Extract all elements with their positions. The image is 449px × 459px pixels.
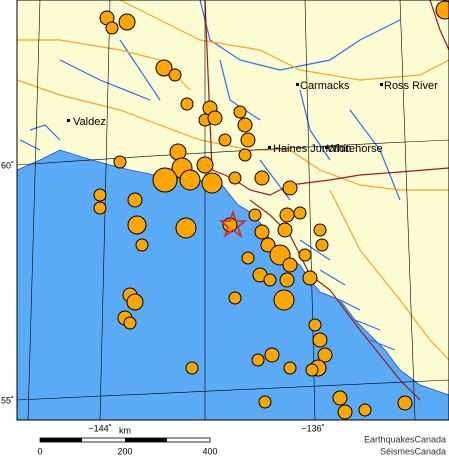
earthquake — [277, 222, 293, 238]
epicenter-star — [218, 209, 248, 239]
earthquake — [279, 272, 295, 288]
scale-bar — [39, 437, 211, 443]
earthquake — [293, 206, 307, 220]
earthquake — [315, 238, 329, 252]
earthquake — [105, 21, 119, 35]
place-label: Haines Junction — [273, 143, 351, 155]
lon-label: −136˚ — [301, 423, 324, 433]
earthquake — [207, 110, 223, 126]
earthquake — [123, 316, 137, 330]
earthquake — [251, 353, 265, 367]
earthquake — [248, 208, 262, 222]
earthquake — [258, 395, 272, 409]
earthquake — [127, 192, 143, 208]
earthquake — [201, 172, 223, 194]
earthquake — [337, 404, 353, 420]
earthquake — [240, 132, 256, 148]
scale-label: 400 — [202, 446, 217, 456]
map-frame — [16, 0, 449, 421]
earthquake — [238, 148, 252, 162]
earthquake — [358, 403, 372, 417]
earthquake — [113, 155, 127, 169]
earthquake — [435, 0, 449, 20]
earthquake — [169, 143, 187, 161]
earthquake — [260, 237, 276, 253]
earthquake — [233, 105, 247, 119]
earthquake — [282, 257, 298, 273]
earthquake — [308, 318, 322, 332]
earthquake — [228, 291, 242, 305]
earthquake — [273, 289, 295, 311]
earthquake — [305, 363, 319, 377]
inlets — [19, 124, 396, 351]
earthquake — [135, 238, 149, 252]
place-label: Whitehorse — [327, 143, 383, 155]
earthquake — [155, 59, 173, 77]
earthquake — [175, 217, 197, 239]
earthquake — [302, 270, 318, 286]
credit: SéismesCanada — [380, 446, 446, 456]
lat-label: 55˚ — [1, 395, 14, 405]
earthquake — [279, 207, 295, 223]
place-label: Ross River — [384, 80, 438, 92]
earthquake — [317, 347, 333, 363]
earthquake — [237, 117, 253, 133]
earthquake — [298, 248, 312, 262]
scale-label: 200 — [117, 446, 132, 456]
earthquake — [264, 347, 280, 363]
earthquake — [218, 133, 232, 147]
scale-unit: km — [119, 425, 131, 435]
place-label: Carmacks — [300, 80, 350, 92]
rivers — [59, 0, 401, 201]
earthquake — [241, 251, 255, 265]
earthquake — [118, 13, 136, 31]
map-body: Valdez Carmacks Ross River Haines Juncti… — [17, 0, 449, 420]
earthquake — [312, 332, 328, 348]
earthquake — [93, 201, 107, 215]
earthquake — [332, 390, 348, 406]
earthquake — [263, 273, 277, 287]
earthquake — [196, 156, 214, 174]
earthquake — [254, 170, 270, 186]
place-label: Valdez — [73, 116, 106, 128]
earthquake — [185, 361, 199, 375]
earthquake — [282, 180, 298, 196]
earthquake — [126, 293, 144, 311]
earthquake — [228, 171, 242, 185]
lat-label: 60˚ — [1, 160, 14, 170]
earthquake — [168, 68, 182, 82]
earthquake — [180, 97, 194, 111]
credit: EarthquakesCanada — [364, 434, 446, 444]
earthquake — [93, 188, 107, 202]
earthquake — [152, 167, 178, 193]
earthquake — [179, 169, 201, 191]
earthquake — [254, 224, 270, 240]
quakes — [93, 0, 449, 420]
place-markers — [67, 83, 383, 149]
earthquake — [397, 395, 413, 411]
earthquake — [313, 223, 327, 237]
earthquake — [127, 215, 147, 235]
scale-label: 0 — [37, 446, 42, 456]
lon-label: −144˚ — [88, 423, 111, 433]
earthquake — [283, 361, 297, 375]
